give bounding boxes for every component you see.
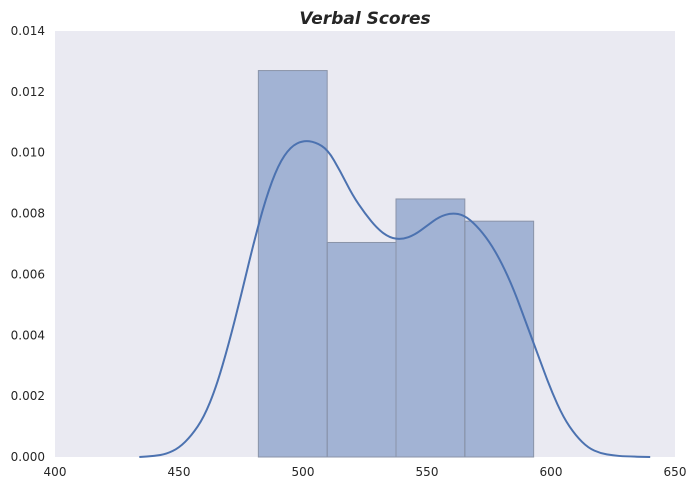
x-tick-label: 550 (416, 465, 439, 479)
y-tick-label: 0.006 (11, 267, 45, 281)
y-tick-label: 0.002 (11, 389, 45, 403)
y-tick-label: 0.004 (11, 328, 45, 342)
y-tick-label: 0.000 (11, 450, 45, 464)
histogram-bars (257, 70, 535, 458)
chart-title: Verbal Scores (299, 9, 430, 29)
y-tick-label: 0.010 (11, 146, 45, 160)
histogram-bar (464, 220, 535, 458)
x-tick-label: 600 (540, 465, 563, 479)
x-tick-label: 650 (664, 465, 687, 479)
x-tick-label: 450 (168, 465, 191, 479)
y-tick-label: 0.012 (11, 85, 45, 99)
y-tick-label: 0.008 (11, 207, 45, 221)
histogram-bar (257, 70, 328, 458)
x-axis-ticks: 400 450 500 550 600 650 (44, 465, 687, 479)
x-tick-label: 500 (292, 465, 315, 479)
histogram-bar (326, 241, 397, 458)
histogram-bar (395, 198, 466, 458)
plot-area (55, 31, 675, 457)
x-tick-label: 400 (44, 465, 67, 479)
kde-curve (139, 140, 651, 458)
y-axis-ticks: 0.000 0.002 0.004 0.006 0.008 0.010 0.012 0.014 (11, 24, 45, 464)
y-tick-label: 0.014 (11, 24, 45, 38)
